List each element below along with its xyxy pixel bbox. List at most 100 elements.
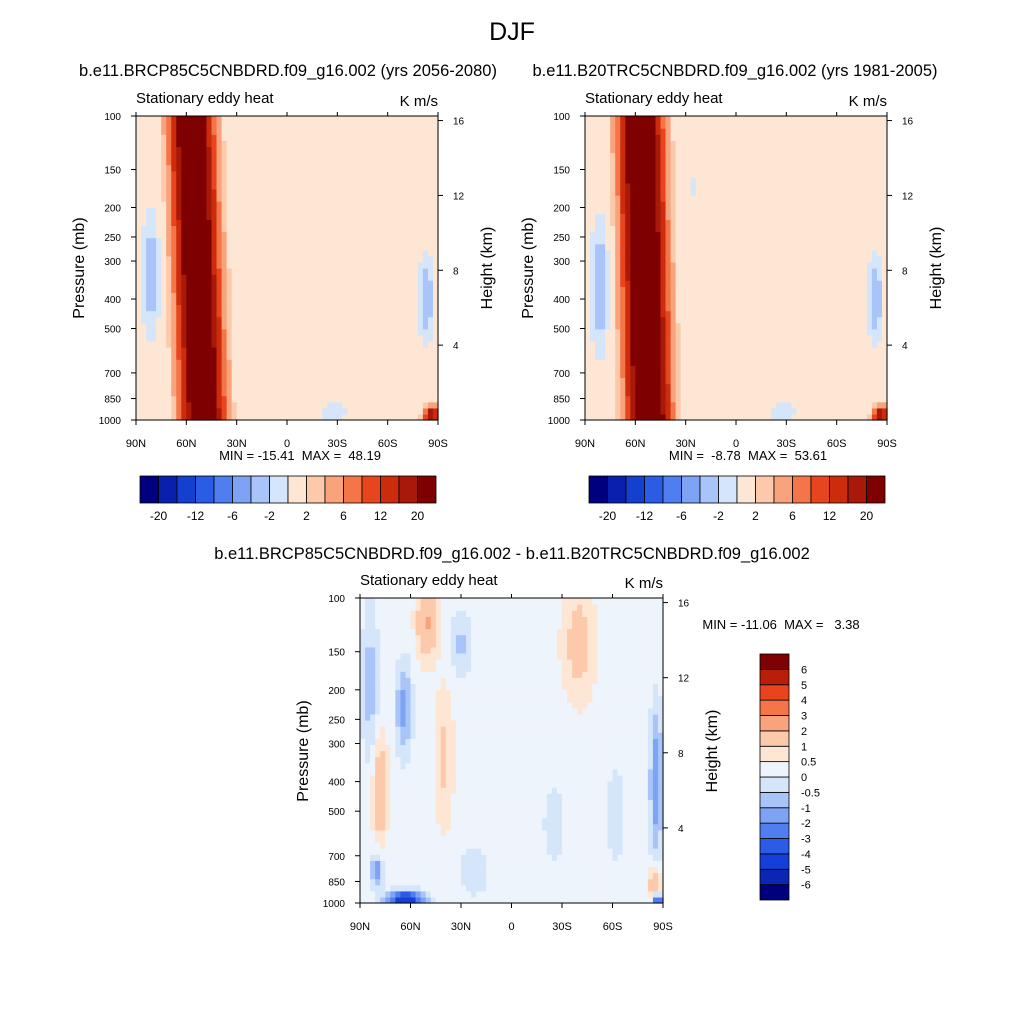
field-cell bbox=[317, 122, 323, 129]
field-cell bbox=[851, 292, 858, 299]
field-cell bbox=[246, 268, 253, 275]
field-cell bbox=[317, 316, 323, 324]
field-cell bbox=[372, 383, 379, 391]
field-cell bbox=[660, 310, 667, 318]
field-cell bbox=[392, 286, 399, 293]
field-cell bbox=[276, 365, 283, 372]
field-cell bbox=[171, 225, 177, 233]
field-cell bbox=[705, 407, 712, 415]
field-cell bbox=[771, 359, 777, 366]
field-cell bbox=[585, 359, 591, 366]
field-cell bbox=[276, 158, 283, 166]
field-cell bbox=[866, 255, 873, 263]
field-cell bbox=[201, 310, 208, 318]
field-cell bbox=[710, 407, 717, 415]
field-cell bbox=[292, 310, 298, 318]
field-cell bbox=[236, 219, 243, 227]
field-cell bbox=[836, 365, 843, 372]
field-cell bbox=[136, 274, 142, 281]
field-cell bbox=[412, 304, 419, 312]
field-cell bbox=[801, 316, 808, 324]
field-cell bbox=[146, 268, 152, 275]
field-cell bbox=[236, 164, 243, 172]
field-cell bbox=[407, 134, 414, 141]
field-cell bbox=[161, 152, 167, 160]
field-cell bbox=[856, 395, 863, 403]
field-cell bbox=[342, 164, 348, 172]
field-cell bbox=[600, 359, 606, 366]
field-cell bbox=[811, 225, 818, 233]
field-cell bbox=[660, 413, 667, 421]
field-cell bbox=[786, 316, 792, 324]
field-cell bbox=[181, 231, 187, 239]
field-cell bbox=[146, 140, 152, 147]
field-cell bbox=[156, 116, 162, 123]
field-cell bbox=[377, 213, 384, 220]
field-cell bbox=[695, 292, 702, 299]
field-cell bbox=[756, 316, 762, 324]
field-cell bbox=[372, 316, 379, 324]
field-cell bbox=[675, 243, 682, 251]
field-cell bbox=[736, 225, 742, 233]
field-cell bbox=[261, 176, 268, 184]
field-cell bbox=[630, 231, 636, 239]
field-cell bbox=[342, 243, 348, 251]
field-cell bbox=[236, 158, 243, 166]
field-cell bbox=[231, 164, 238, 172]
field-cell bbox=[146, 201, 152, 208]
field-cell bbox=[640, 334, 646, 342]
field-cell bbox=[271, 401, 278, 409]
field-cell bbox=[422, 201, 429, 208]
field-cell bbox=[181, 116, 187, 123]
field-cell bbox=[276, 371, 283, 379]
field-cell bbox=[186, 316, 192, 324]
field-cell bbox=[806, 249, 813, 257]
field-cell bbox=[297, 213, 303, 220]
field-cell bbox=[156, 261, 162, 269]
field-cell bbox=[625, 280, 631, 287]
field-cell bbox=[297, 401, 303, 409]
field-cell bbox=[236, 413, 243, 421]
field-cell bbox=[156, 413, 162, 421]
field-cell bbox=[322, 243, 328, 251]
field-cell bbox=[685, 347, 692, 354]
field-cell bbox=[387, 176, 394, 184]
field-cell bbox=[675, 383, 682, 391]
field-cell bbox=[876, 249, 883, 257]
field-cell bbox=[337, 274, 343, 281]
field-cell bbox=[221, 261, 228, 269]
field-cell bbox=[407, 401, 414, 409]
field-cell bbox=[166, 340, 172, 348]
field-cell bbox=[705, 377, 712, 385]
field-cell bbox=[271, 249, 278, 257]
field-cell bbox=[382, 389, 389, 397]
field-cell bbox=[236, 347, 243, 354]
field-cell bbox=[246, 122, 253, 129]
field-cell bbox=[302, 292, 308, 299]
field-cell bbox=[367, 413, 374, 421]
field-cell bbox=[372, 401, 379, 409]
field-cell bbox=[201, 158, 208, 166]
field-cell bbox=[251, 152, 258, 160]
field-cell bbox=[261, 304, 268, 312]
field-cell bbox=[422, 158, 429, 166]
field-cell bbox=[292, 347, 298, 354]
field-cell bbox=[186, 170, 192, 178]
field-cell bbox=[786, 340, 792, 348]
field-cell bbox=[861, 298, 868, 306]
field-cell bbox=[246, 347, 253, 354]
field-cell bbox=[342, 371, 348, 379]
field-cell bbox=[720, 280, 727, 287]
field-cell bbox=[211, 140, 218, 147]
field-cell bbox=[292, 401, 298, 409]
field-cell bbox=[751, 231, 757, 239]
field-cell bbox=[397, 413, 404, 421]
field-cell bbox=[362, 395, 369, 403]
field-cell bbox=[846, 377, 853, 385]
field-cell bbox=[836, 359, 843, 366]
field-cell bbox=[630, 286, 636, 293]
field-cell bbox=[397, 395, 404, 403]
field-cell bbox=[766, 310, 772, 318]
field-cell bbox=[630, 334, 636, 342]
field-cell bbox=[161, 255, 167, 263]
